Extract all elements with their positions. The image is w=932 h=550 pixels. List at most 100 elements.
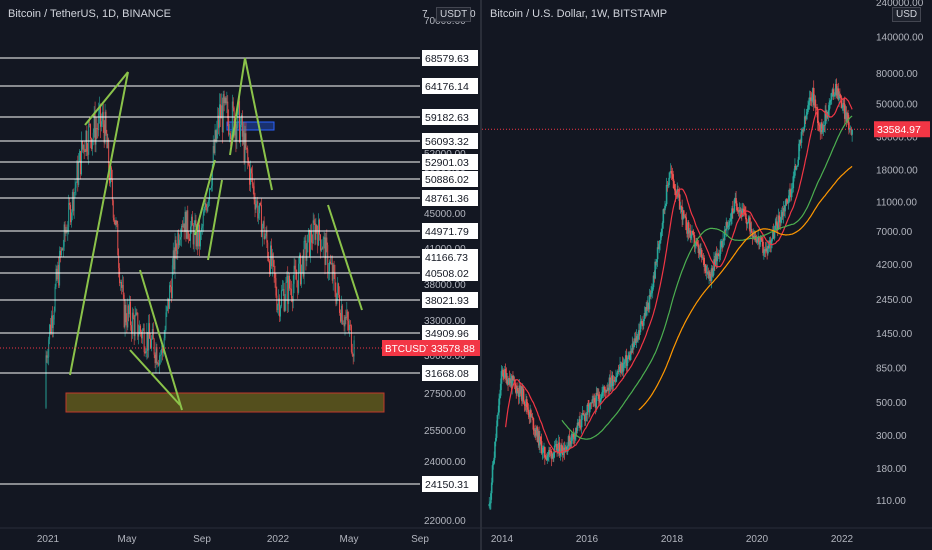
right-candle bbox=[518, 385, 521, 398]
left-candle bbox=[60, 250, 61, 256]
left-candle bbox=[325, 237, 327, 265]
left-candle bbox=[348, 320, 350, 331]
right-candle bbox=[711, 268, 714, 277]
right-candle bbox=[812, 88, 814, 98]
left-candle bbox=[282, 289, 284, 291]
level-price-label: 40508.02 bbox=[425, 268, 469, 280]
right-candle bbox=[758, 241, 761, 245]
left-candle bbox=[351, 351, 353, 356]
left-price-chart[interactable]: 70000.0064000.0060000.0056000.0052000.00… bbox=[0, 0, 480, 550]
left-candle bbox=[319, 219, 321, 235]
right-axis-tick-label: 500.00 bbox=[876, 398, 907, 409]
left-candle bbox=[220, 104, 221, 119]
left-candle bbox=[91, 139, 93, 150]
left-candle bbox=[288, 275, 290, 304]
right-candle bbox=[544, 447, 546, 458]
level-price-tag bbox=[422, 109, 478, 125]
right-price-chart[interactable]: 240000.00 140000.00 80000.00 50000.00 30000.… bbox=[482, 0, 932, 550]
right-candle bbox=[848, 122, 850, 130]
right-candle bbox=[566, 445, 569, 452]
right-candle bbox=[565, 446, 567, 450]
left-candle bbox=[225, 97, 227, 104]
left-candle bbox=[314, 223, 316, 240]
right-candle bbox=[759, 237, 762, 242]
right-candle bbox=[725, 222, 728, 231]
right-candle bbox=[688, 230, 691, 233]
left-candle bbox=[74, 187, 76, 193]
right-candle bbox=[515, 385, 518, 394]
right-candle bbox=[831, 89, 834, 94]
left-candle bbox=[126, 322, 128, 328]
right-axis-tick-label: 110.00 bbox=[876, 496, 906, 507]
left-candle bbox=[328, 271, 330, 273]
right-candle bbox=[770, 241, 773, 245]
right-candle bbox=[645, 306, 647, 316]
right-candle bbox=[776, 224, 779, 230]
left-candle bbox=[257, 201, 259, 219]
right-candle bbox=[762, 241, 764, 253]
right-candle bbox=[523, 401, 526, 405]
left-candle bbox=[229, 133, 231, 135]
left-chart-pane[interactable]: Bitcoin / TetherUS, 1D, BINANCE 70000.00… bbox=[0, 0, 480, 550]
right-candle bbox=[566, 446, 568, 452]
right-candle bbox=[620, 364, 622, 373]
left-candle bbox=[242, 130, 244, 137]
left-candle bbox=[143, 328, 145, 353]
right-candle bbox=[557, 448, 559, 453]
right-candle bbox=[626, 359, 629, 366]
left-candle bbox=[45, 355, 47, 408]
right-candle bbox=[544, 457, 547, 459]
right-candle bbox=[654, 261, 656, 279]
right-candle bbox=[766, 248, 768, 254]
right-candle bbox=[488, 504, 491, 507]
left-candle bbox=[297, 280, 299, 293]
trendline bbox=[139, 269, 183, 411]
right-candle bbox=[593, 397, 595, 400]
left-candle bbox=[265, 230, 267, 237]
left-candle bbox=[178, 232, 180, 246]
left-candle bbox=[124, 304, 126, 328]
right-candle bbox=[603, 386, 606, 390]
right-candle bbox=[774, 225, 777, 230]
left-candle bbox=[159, 355, 161, 366]
right-candle bbox=[714, 253, 717, 265]
pane-divider[interactable] bbox=[480, 0, 482, 550]
left-candle bbox=[134, 315, 136, 337]
right-candle bbox=[552, 453, 554, 459]
left-candle bbox=[275, 278, 277, 296]
right-candle bbox=[598, 398, 601, 403]
right-candle bbox=[830, 93, 833, 100]
right-candle bbox=[769, 240, 772, 245]
right-candle bbox=[726, 222, 728, 228]
left-candle bbox=[345, 317, 347, 319]
right-candle bbox=[689, 230, 692, 239]
right-candle bbox=[772, 229, 775, 239]
right-candle bbox=[706, 271, 709, 273]
right-candle bbox=[553, 445, 556, 453]
right-candle bbox=[500, 371, 503, 384]
left-candle bbox=[228, 118, 230, 135]
right-candle bbox=[584, 413, 587, 422]
right-candle bbox=[614, 380, 616, 382]
right-chart-pane[interactable]: Bitcoin / U.S. Dollar, 1W, BITSTAMP 2400… bbox=[482, 0, 932, 550]
right-candle bbox=[805, 114, 808, 119]
right-candle bbox=[815, 107, 817, 109]
right-candle bbox=[732, 211, 735, 213]
right-candle bbox=[763, 252, 765, 254]
right-candle bbox=[777, 215, 780, 230]
right-candle bbox=[642, 319, 645, 326]
left-candle bbox=[224, 97, 226, 104]
left-candle bbox=[184, 212, 186, 232]
right-currency-badge[interactable]: USD bbox=[892, 7, 922, 22]
right-candle bbox=[630, 351, 633, 353]
right-candle bbox=[535, 429, 537, 436]
left-candle bbox=[294, 265, 296, 270]
right-candle bbox=[671, 173, 674, 175]
right-candle bbox=[693, 235, 696, 247]
right-candle bbox=[532, 418, 535, 430]
left-candle bbox=[320, 234, 321, 251]
right-candle bbox=[628, 355, 630, 358]
right-candle bbox=[763, 249, 766, 253]
right-candle bbox=[830, 99, 832, 101]
left-currency-badge[interactable]: USDT bbox=[436, 7, 472, 22]
